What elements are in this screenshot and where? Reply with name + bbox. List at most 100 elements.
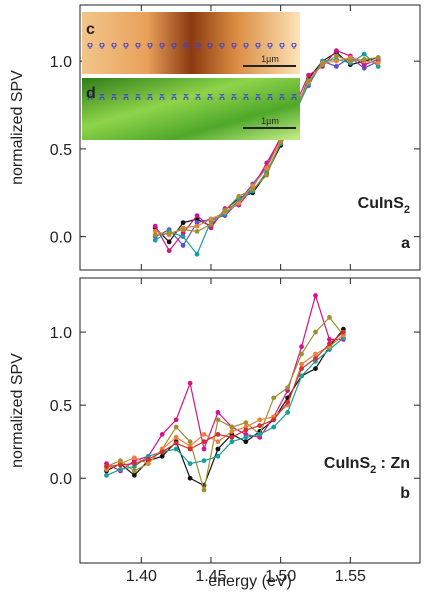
data-point xyxy=(194,213,200,218)
annotation: CuInS2 : Zn xyxy=(324,455,410,476)
annotation: CuInS2 xyxy=(358,195,410,216)
data-point xyxy=(375,60,381,66)
panel-label: b xyxy=(400,485,410,502)
inset-c xyxy=(82,12,300,74)
data-point xyxy=(201,431,207,437)
annotation-sub: 2 xyxy=(404,204,410,216)
data-point xyxy=(299,344,304,350)
x-tick-label: 1.55 xyxy=(335,568,366,585)
data-point xyxy=(131,472,137,478)
data-point xyxy=(243,439,249,445)
data-point xyxy=(285,385,291,391)
y-axis-label: normalized SPV xyxy=(9,70,26,185)
x-axis-label: energy (eV) xyxy=(208,573,292,590)
data-point xyxy=(187,439,193,445)
x-tick-label: 1.45 xyxy=(195,568,226,585)
data-point xyxy=(333,64,339,69)
data-point xyxy=(299,366,304,372)
data-point xyxy=(313,329,318,335)
data-point xyxy=(194,251,200,257)
data-point xyxy=(173,446,179,452)
data-point xyxy=(145,456,151,462)
data-point xyxy=(361,65,367,71)
series-line xyxy=(106,334,344,471)
x-tick-label: 1.50 xyxy=(265,568,296,585)
data-point xyxy=(131,455,137,461)
data-point xyxy=(201,439,207,445)
data-point xyxy=(257,417,263,423)
data-point xyxy=(215,446,221,452)
data-point xyxy=(194,228,200,234)
data-point xyxy=(375,55,381,61)
data-point xyxy=(104,464,109,469)
data-point xyxy=(257,431,263,437)
data-point xyxy=(340,329,346,335)
x-tick-label: 1.40 xyxy=(126,568,157,585)
panel-label: a xyxy=(401,235,410,252)
data-point xyxy=(222,207,228,213)
data-point xyxy=(194,223,200,229)
data-point xyxy=(187,446,193,452)
y-axis-label: normalized SPV xyxy=(9,353,26,468)
data-point xyxy=(278,139,284,145)
data-point xyxy=(208,221,214,227)
data-point xyxy=(361,62,367,68)
data-point xyxy=(152,228,158,234)
data-point xyxy=(215,410,221,415)
data-point xyxy=(271,417,277,423)
data-point xyxy=(320,62,325,68)
data-point xyxy=(333,58,339,64)
data-point xyxy=(347,55,353,61)
data-point xyxy=(229,439,235,445)
data-point xyxy=(180,234,186,240)
data-point xyxy=(215,439,221,445)
data-point xyxy=(173,417,179,423)
data-point xyxy=(173,434,179,440)
inset-d xyxy=(82,78,300,140)
series-line xyxy=(106,331,344,468)
data-point xyxy=(166,230,172,236)
data-point xyxy=(201,458,207,464)
panel: 0.0 0.5 1.0 1.40 1.45 1.50 1.55 normalized SPV e… xyxy=(9,277,421,590)
data-point xyxy=(250,183,256,189)
data-point xyxy=(285,410,291,415)
data-point xyxy=(313,355,318,361)
data-point xyxy=(264,165,270,171)
data-point xyxy=(159,449,165,455)
y-tick-label: 0.0 xyxy=(50,471,72,488)
data-point xyxy=(347,58,353,64)
data-point xyxy=(229,434,235,440)
y-tick-label: 1.0 xyxy=(50,54,72,71)
data-point xyxy=(333,53,339,59)
data-point xyxy=(187,461,193,467)
data-point xyxy=(327,341,332,347)
data-point xyxy=(180,243,186,248)
data-point xyxy=(243,420,249,426)
data-point xyxy=(250,186,256,192)
series-layer xyxy=(104,293,346,493)
series-line xyxy=(106,316,344,491)
data-point xyxy=(201,446,207,452)
y-tick-label: 0.5 xyxy=(50,142,72,159)
data-point xyxy=(131,468,137,474)
data-point xyxy=(327,315,332,320)
data-point xyxy=(173,424,179,430)
data-point xyxy=(187,475,193,481)
data-point xyxy=(166,248,172,254)
plot-frame xyxy=(79,277,421,564)
data-point xyxy=(243,427,249,433)
series-line xyxy=(106,293,344,472)
data-point xyxy=(243,434,249,440)
data-point xyxy=(215,453,221,459)
data-point xyxy=(180,220,186,226)
data-point xyxy=(299,373,304,379)
data-point xyxy=(201,487,207,493)
scale-label: 1µm xyxy=(261,116,279,126)
data-point xyxy=(306,72,311,78)
data-point xyxy=(145,461,151,467)
data-point xyxy=(180,227,186,233)
data-point xyxy=(257,423,263,429)
data-point xyxy=(152,223,158,229)
